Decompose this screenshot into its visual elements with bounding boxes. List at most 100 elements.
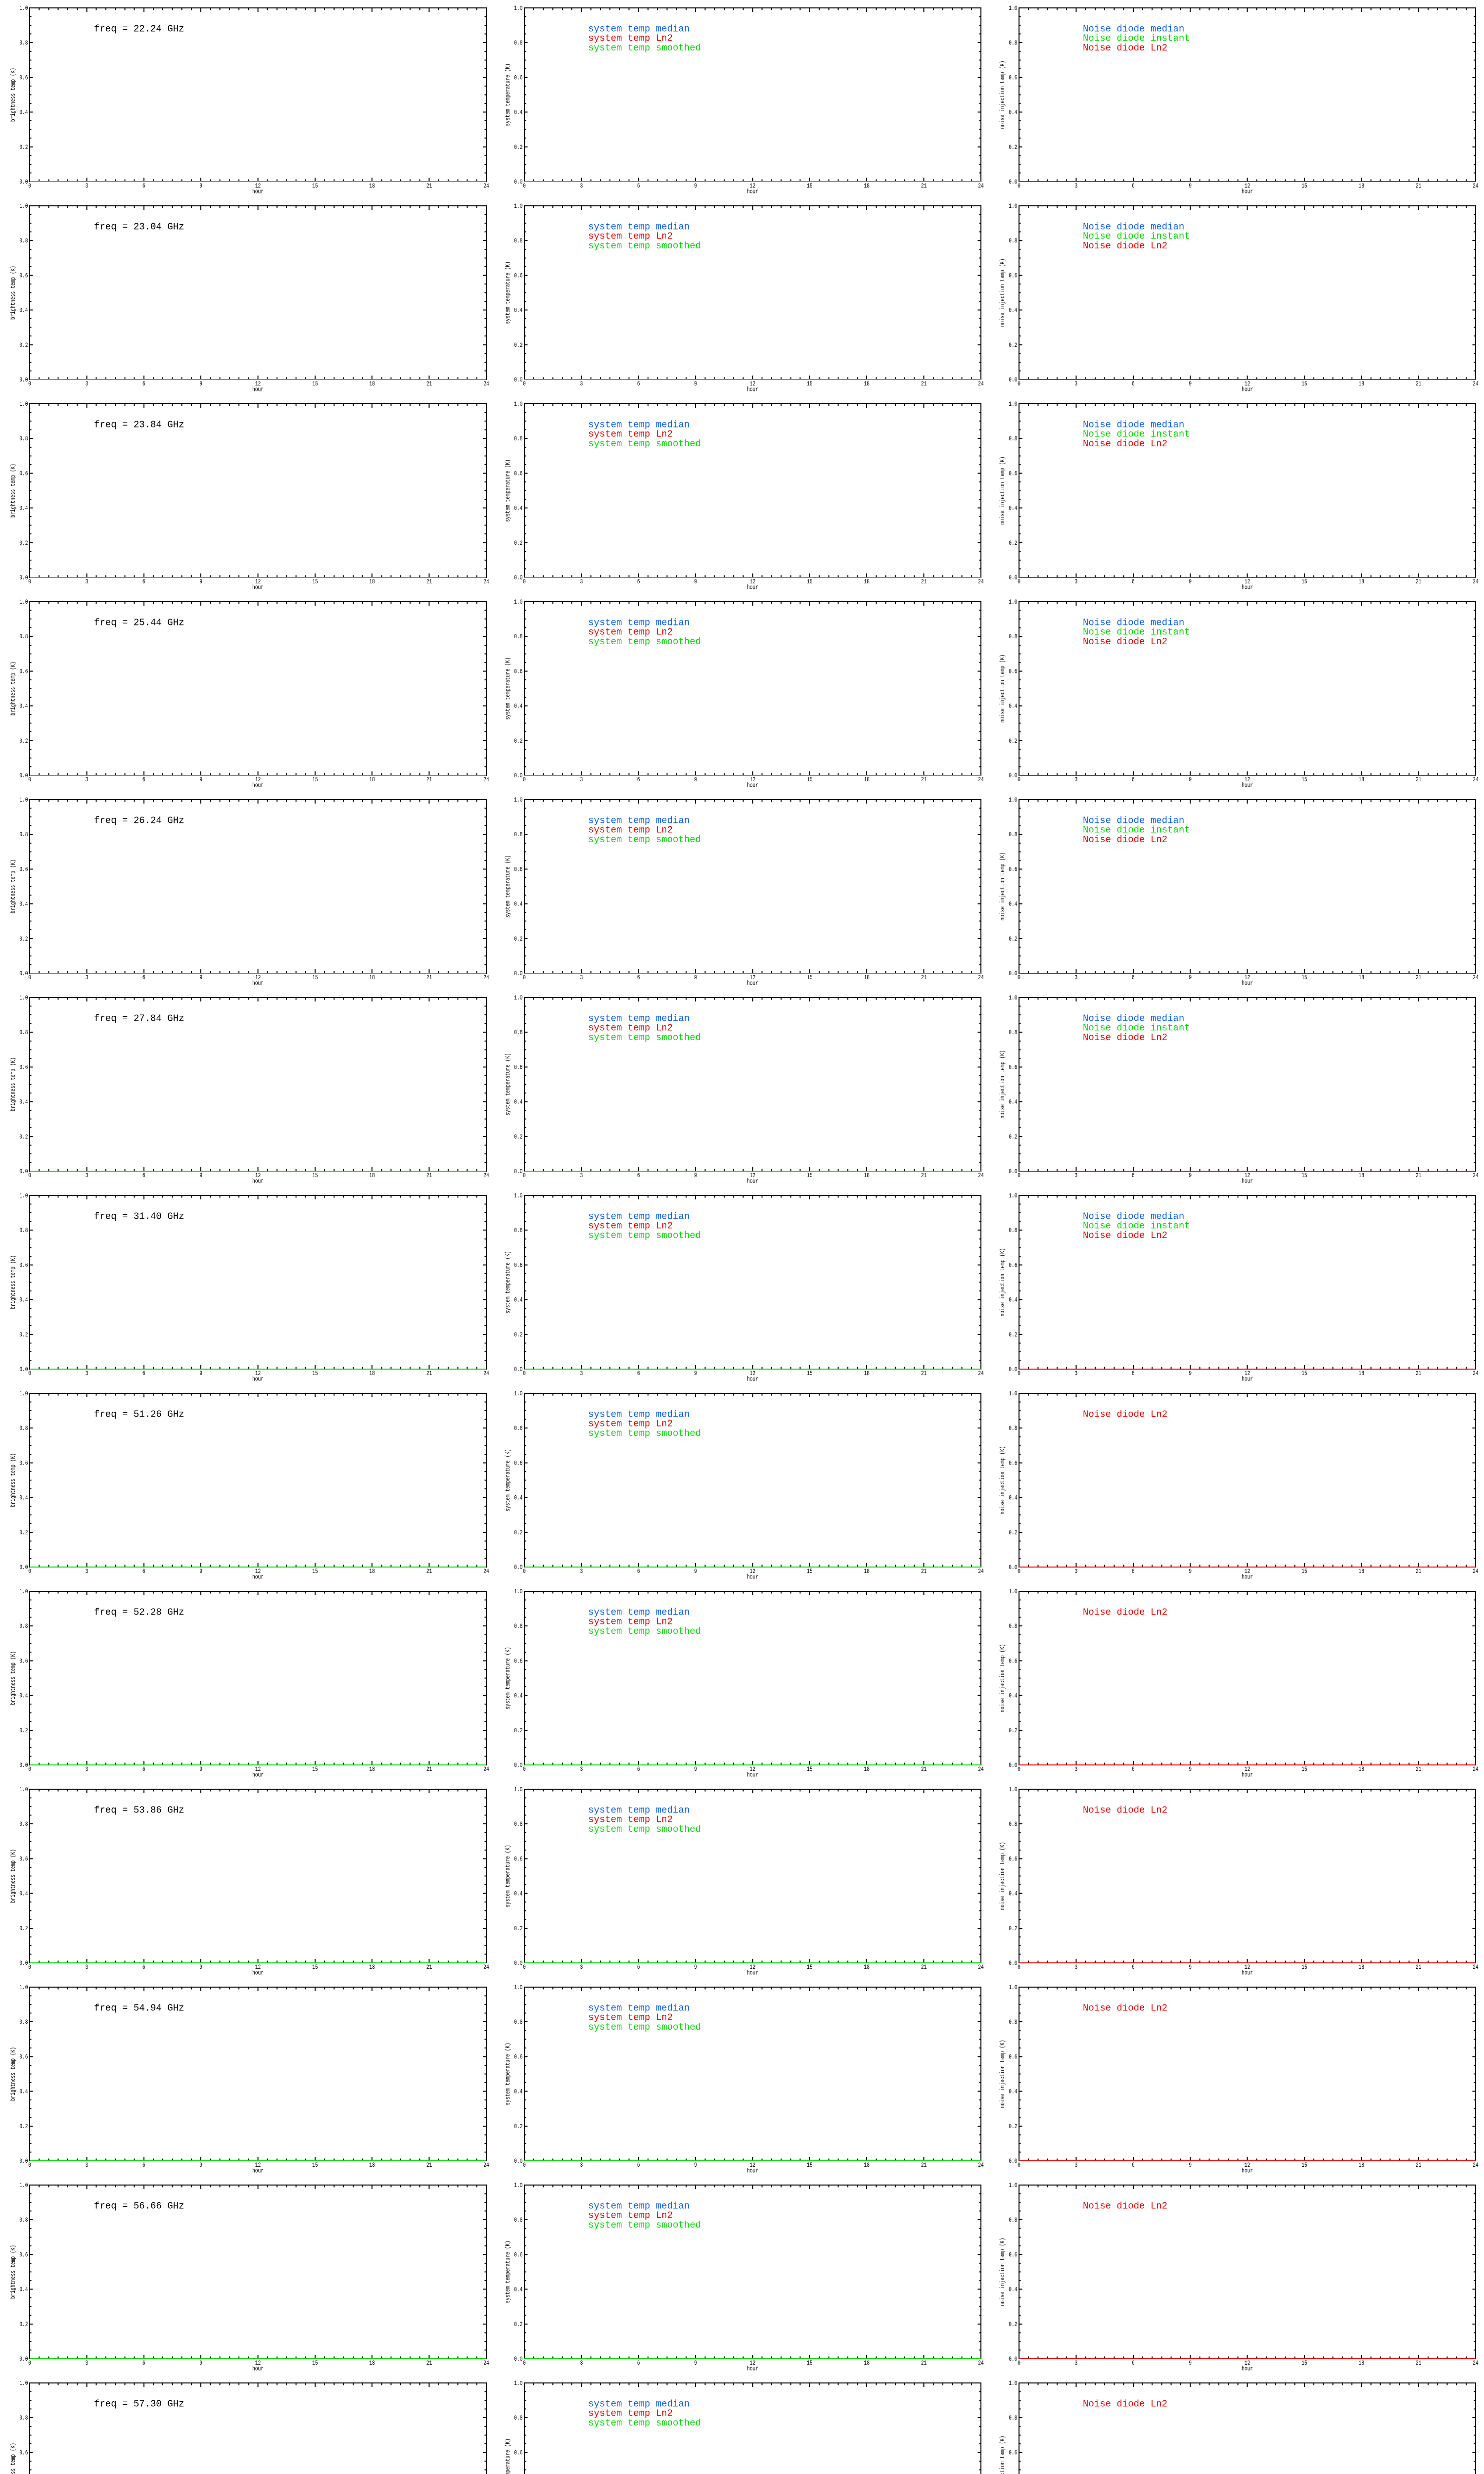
svg-text:Noise diode instant: Noise diode instant [1083, 1221, 1190, 1232]
svg-text:brightness temp (K): brightness temp (K) [9, 68, 17, 122]
svg-text:system temp median: system temp median [588, 1211, 690, 1222]
svg-text:brightness temp (K): brightness temp (K) [9, 2443, 17, 2474]
svg-text:system temp smoothed: system temp smoothed [588, 2418, 701, 2428]
svg-text:Noise diode median: Noise diode median [1083, 1211, 1184, 1222]
svg-text:freq = 54.94 GHz: freq = 54.94 GHz [94, 2003, 184, 2014]
svg-text:noise injection temp (K): noise injection temp (K) [999, 655, 1006, 723]
svg-text:Noise diode median: Noise diode median [1083, 420, 1184, 430]
svg-text:system temp Ln2: system temp Ln2 [588, 1814, 673, 1825]
svg-text:Noise diode Ln2: Noise diode Ln2 [1083, 1805, 1167, 1816]
svg-text:noise injection temp (K): noise injection temp (K) [999, 1248, 1006, 1317]
svg-text:Noise diode instant: Noise diode instant [1083, 825, 1190, 836]
svg-text:system temp Ln2: system temp Ln2 [588, 2012, 673, 2023]
svg-text:Noise diode instant: Noise diode instant [1083, 231, 1190, 242]
svg-text:Noise diode Ln2: Noise diode Ln2 [1083, 438, 1167, 449]
svg-text:system temp smoothed: system temp smoothed [588, 240, 701, 251]
svg-text:noise injection temp (K): noise injection temp (K) [999, 1842, 1006, 1910]
svg-text:system temperature (K): system temperature (K) [504, 459, 511, 522]
svg-text:system temp smoothed: system temp smoothed [588, 1428, 701, 1439]
svg-text:brightness temp (K): brightness temp (K) [9, 662, 17, 715]
svg-text:Noise diode Ln2: Noise diode Ln2 [1083, 240, 1167, 251]
svg-text:Noise diode Ln2: Noise diode Ln2 [1083, 1032, 1167, 1043]
svg-text:system temp median: system temp median [588, 1013, 690, 1024]
svg-text:system temp smoothed: system temp smoothed [588, 1626, 701, 1637]
svg-text:brightness temp (K): brightness temp (K) [9, 1651, 17, 1705]
svg-text:system temperature (K): system temperature (K) [504, 657, 511, 720]
svg-text:system temp Ln2: system temp Ln2 [588, 1617, 673, 1627]
svg-text:system temp median: system temp median [588, 2003, 690, 2014]
svg-text:system temp median: system temp median [588, 815, 690, 826]
svg-text:Noise diode Ln2: Noise diode Ln2 [1083, 834, 1167, 845]
svg-text:freq = 26.24 GHz: freq = 26.24 GHz [94, 815, 184, 826]
svg-text:noise injection temp (K): noise injection temp (K) [999, 1050, 1006, 1119]
svg-text:Noise diode Ln2: Noise diode Ln2 [1083, 1409, 1167, 1420]
svg-text:system temp Ln2: system temp Ln2 [588, 627, 673, 638]
svg-text:freq = 52.28 GHz: freq = 52.28 GHz [94, 1607, 184, 1618]
svg-text:Noise diode median: Noise diode median [1083, 815, 1184, 826]
svg-text:noise injection temp (K): noise injection temp (K) [999, 2238, 1006, 2306]
svg-text:system temp Ln2: system temp Ln2 [588, 825, 673, 836]
svg-text:brightness temp (K): brightness temp (K) [9, 2245, 17, 2299]
svg-text:system temp Ln2: system temp Ln2 [588, 231, 673, 242]
svg-text:system temp smoothed: system temp smoothed [588, 1230, 701, 1241]
svg-text:brightness temp (K): brightness temp (K) [9, 1255, 17, 1309]
svg-text:freq = 31.40 GHz: freq = 31.40 GHz [94, 1211, 184, 1222]
svg-text:system temp smoothed: system temp smoothed [588, 2220, 701, 2231]
svg-text:Noise diode Ln2: Noise diode Ln2 [1083, 1607, 1167, 1618]
svg-text:system temp smoothed: system temp smoothed [588, 1824, 701, 1835]
svg-text:brightness temp (K): brightness temp (K) [9, 1057, 17, 1111]
svg-text:Noise diode Ln2: Noise diode Ln2 [1083, 2399, 1167, 2410]
svg-text:system temperature (K): system temperature (K) [504, 1647, 511, 1710]
svg-text:noise injection temp (K): noise injection temp (K) [999, 61, 1006, 129]
svg-text:system temp median: system temp median [588, 24, 690, 35]
svg-text:system temp median: system temp median [588, 2201, 690, 2212]
svg-text:system temp Ln2: system temp Ln2 [588, 2408, 673, 2419]
svg-text:noise injection temp (K): noise injection temp (K) [999, 853, 1006, 921]
svg-text:system temperature (K): system temperature (K) [504, 1449, 511, 1512]
svg-text:brightness temp (K): brightness temp (K) [9, 1849, 17, 1903]
svg-text:system temperature (K): system temperature (K) [504, 855, 511, 918]
svg-text:brightness temp (K): brightness temp (K) [9, 859, 17, 913]
svg-text:freq = 25.44 GHz: freq = 25.44 GHz [94, 618, 184, 628]
svg-text:brightness temp (K): brightness temp (K) [9, 266, 17, 320]
svg-text:system temp median: system temp median [588, 618, 690, 628]
svg-text:freq = 56.66 GHz: freq = 56.66 GHz [94, 2201, 184, 2212]
svg-text:freq = 22.24 GHz: freq = 22.24 GHz [94, 24, 184, 35]
svg-text:system temp smoothed: system temp smoothed [588, 43, 701, 53]
svg-text:system temp median: system temp median [588, 420, 690, 430]
svg-text:Noise diode median: Noise diode median [1083, 222, 1184, 233]
svg-text:system temp Ln2: system temp Ln2 [588, 1221, 673, 1232]
svg-text:freq = 57.30 GHz: freq = 57.30 GHz [94, 2399, 184, 2410]
svg-text:system temp median: system temp median [588, 1607, 690, 1618]
svg-text:system temp median: system temp median [588, 2399, 690, 2410]
svg-text:Noise diode instant: Noise diode instant [1083, 429, 1190, 440]
svg-text:Noise diode Ln2: Noise diode Ln2 [1083, 2201, 1167, 2212]
svg-text:system temperature (K): system temperature (K) [504, 261, 511, 324]
svg-text:brightness temp (K): brightness temp (K) [9, 464, 17, 518]
svg-text:system temperature (K): system temperature (K) [504, 2043, 511, 2105]
svg-text:system temp Ln2: system temp Ln2 [588, 2210, 673, 2221]
svg-text:brightness temp (K): brightness temp (K) [9, 1453, 17, 1507]
svg-text:noise injection temp (K): noise injection temp (K) [999, 1446, 1006, 1515]
svg-text:freq = 23.04 GHz: freq = 23.04 GHz [94, 222, 184, 233]
svg-text:system temperature (K): system temperature (K) [504, 1251, 511, 1314]
svg-text:system temp Ln2: system temp Ln2 [588, 1419, 673, 1429]
svg-text:system temp smoothed: system temp smoothed [588, 438, 701, 449]
svg-text:system temp smoothed: system temp smoothed [588, 636, 701, 647]
svg-text:system temp Ln2: system temp Ln2 [588, 1023, 673, 1034]
svg-text:system temperature (K): system temperature (K) [504, 1053, 511, 1116]
svg-text:Noise diode Ln2: Noise diode Ln2 [1083, 2003, 1167, 2014]
svg-text:system temp median: system temp median [588, 1805, 690, 1816]
svg-text:Noise diode instant: Noise diode instant [1083, 33, 1190, 44]
svg-text:system temperature (K): system temperature (K) [504, 2438, 511, 2474]
svg-text:Noise diode instant: Noise diode instant [1083, 1023, 1190, 1034]
svg-text:Noise diode median: Noise diode median [1083, 618, 1184, 628]
svg-text:system temp Ln2: system temp Ln2 [588, 33, 673, 44]
svg-text:system temp median: system temp median [588, 222, 690, 233]
svg-text:system temp median: system temp median [588, 1409, 690, 1420]
svg-text:noise injection temp (K): noise injection temp (K) [999, 259, 1006, 327]
svg-text:system temp smoothed: system temp smoothed [588, 1032, 701, 1043]
svg-text:noise injection temp (K): noise injection temp (K) [999, 1644, 1006, 1713]
svg-text:freq = 27.84 GHz: freq = 27.84 GHz [94, 1013, 184, 1024]
svg-text:brightness temp (K): brightness temp (K) [9, 2047, 17, 2101]
